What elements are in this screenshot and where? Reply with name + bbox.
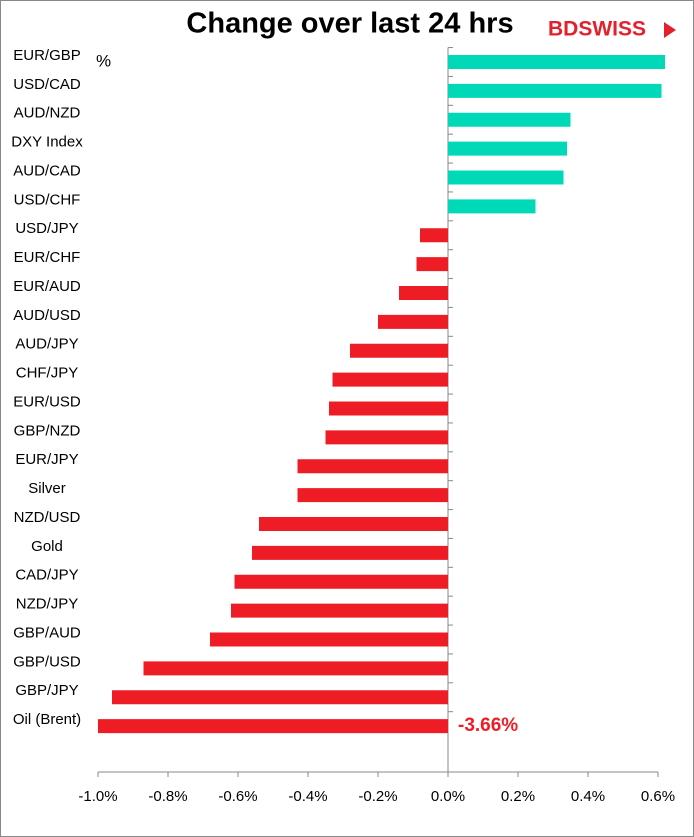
bar (399, 286, 448, 300)
bar (350, 343, 448, 358)
x-tick-label: 0.2% (501, 788, 535, 805)
y-tick-label: USD/JPY (15, 220, 78, 237)
chart-title: Change over last 24 hrs (186, 8, 513, 40)
value-label: -3.66% (458, 715, 518, 736)
bar (448, 83, 662, 98)
x-tick-label: 0.6% (641, 788, 675, 805)
y-tick-label: EUR/AUD (13, 278, 81, 295)
bar (448, 112, 571, 127)
y-tick-label: EUR/JPY (15, 451, 78, 468)
bars (98, 55, 665, 734)
bar (329, 401, 448, 416)
bar (448, 141, 567, 156)
y-tick-label: GBP/JPY (15, 682, 78, 699)
bar (378, 314, 448, 329)
x-tick-label: -0.8% (148, 788, 187, 805)
bar (448, 199, 536, 214)
logo: BDSWISS (548, 18, 646, 41)
bar (234, 574, 448, 589)
bar (112, 690, 448, 705)
bar (210, 632, 448, 647)
y-tick-label: USD/CAD (13, 76, 81, 93)
x-tick-label: -1.0% (78, 788, 117, 805)
bar (259, 517, 448, 531)
bar (448, 170, 564, 185)
y-tick-label: Oil (Brent) (13, 711, 81, 728)
bar (143, 661, 448, 676)
x-tick-label: 0.4% (571, 788, 605, 805)
y-tick-label: AUD/JPY (15, 336, 78, 353)
y-tick-label: EUR/USD (13, 393, 81, 410)
y-tick-label: DXY Index (11, 134, 83, 151)
x-tick-label: -0.4% (288, 788, 327, 805)
y-tick-label: GBP/NZD (14, 422, 81, 439)
bar (231, 603, 448, 618)
bar (416, 257, 448, 272)
y-tick-label: NZD/JPY (16, 596, 79, 613)
bar (420, 228, 448, 243)
bar (252, 545, 448, 560)
bar (297, 488, 448, 503)
y-tick-label: NZD/USD (14, 509, 81, 526)
x-tick-label: 0.0% (431, 788, 465, 805)
y-tick-label: AUD/NZD (14, 105, 81, 122)
bar (325, 430, 448, 445)
y-tick-label: AUD/USD (13, 307, 81, 324)
bar (332, 372, 448, 387)
y-tick-label: EUR/CHF (14, 249, 81, 266)
y-tick-label: AUD/CAD (13, 162, 81, 179)
y-tick-label: Silver (28, 480, 66, 497)
y-tick-label: CHF/JPY (16, 365, 79, 382)
y-tick-label: USD/CHF (14, 191, 81, 208)
y-tick-label: GBP/USD (13, 653, 81, 670)
unit-label: % (96, 51, 111, 70)
y-tick-label: Gold (31, 538, 63, 555)
bar (297, 459, 448, 474)
logo-arrow (664, 22, 676, 38)
x-tick-label: -0.6% (218, 788, 257, 805)
y-tick-label: GBP/AUD (13, 624, 81, 641)
y-tick-label: EUR/GBP (13, 47, 81, 64)
y-tick-label: CAD/JPY (15, 567, 78, 584)
bar (448, 55, 665, 69)
bar (98, 719, 448, 734)
x-tick-label: -0.2% (358, 788, 397, 805)
